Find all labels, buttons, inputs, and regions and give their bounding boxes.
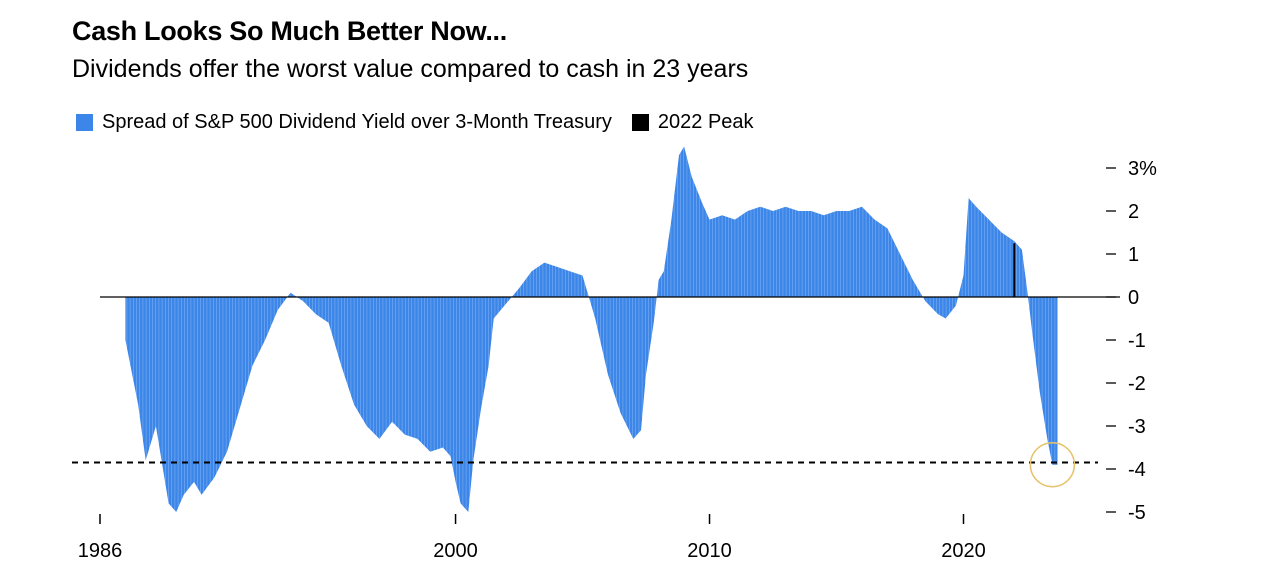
x-tick-label: 2000 [433, 540, 478, 562]
x-tick-label: 2010 [687, 540, 732, 562]
legend-item-peak: 2022 Peak [631, 111, 754, 134]
legend-item-spread: Spread of S&P 500 Dividend Yield over 3-… [76, 111, 612, 134]
x-tick-label: 2020 [941, 540, 986, 562]
y-tick-label: -5 [1128, 502, 1146, 524]
legend-swatch-spread [76, 114, 93, 131]
y-tick-label: 3% [1128, 158, 1157, 180]
legend-label-spread: Spread of S&P 500 Dividend Yield over 3-… [102, 111, 612, 133]
y-tick-label: 2 [1128, 201, 1139, 223]
y-tick-label: -4 [1128, 459, 1146, 481]
legend-swatch-peak [631, 114, 649, 131]
legend: Spread of S&P 500 Dividend Yield over 3-… [76, 111, 774, 134]
x-tick-label: 1986 [78, 540, 123, 562]
y-tick-label: -3 [1128, 416, 1146, 438]
y-tick-label: -2 [1128, 373, 1146, 395]
legend-label-peak: 2022 Peak [657, 111, 754, 133]
chart-title: Cash Looks So Much Better Now... [72, 16, 507, 46]
chart-subtitle: Dividends offer the worst value compared… [72, 55, 749, 83]
highlight-circle [1029, 441, 1076, 488]
y-tick-label: 1 [1128, 244, 1139, 266]
y-tick-label: -1 [1128, 330, 1146, 352]
spread-bar-texture [126, 147, 1056, 511]
y-tick-label: 0 [1128, 287, 1139, 309]
spread-area [125, 146, 1058, 512]
